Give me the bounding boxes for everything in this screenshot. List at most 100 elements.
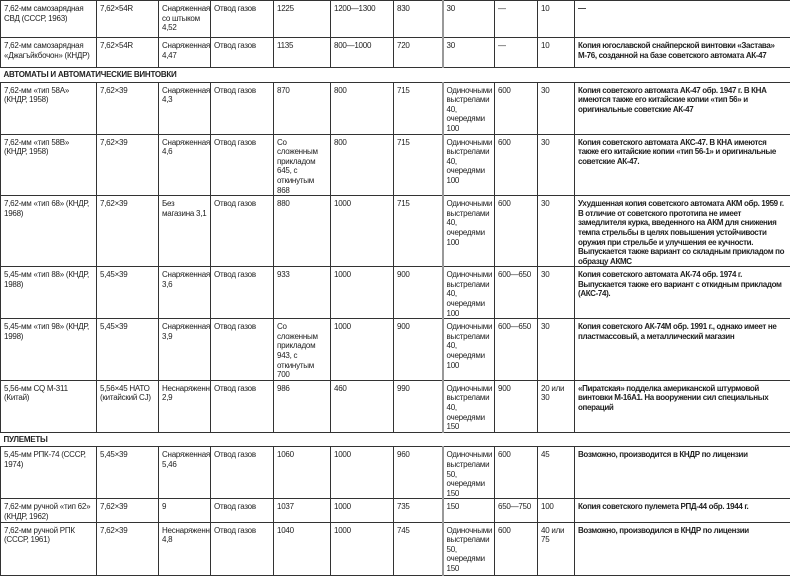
cell-action: Отвод газов (211, 196, 274, 267)
cell-length: 880 (274, 196, 331, 267)
table-row: 5,56-мм CQ M-311 (Китай)5,56×45 НАТО (ки… (1, 380, 790, 432)
cell-weapon-name: 5,56-мм CQ M-311 (Китай) (1, 380, 97, 432)
cell-length: 1135 (274, 38, 331, 68)
cell-action: Отвод газов (211, 82, 274, 134)
cell-range: 1000 (331, 447, 394, 499)
cell-muzzle-velocity: 715 (394, 196, 443, 267)
cell-notes: Копия советского автомата АКС-47. В КНА … (575, 134, 790, 196)
cell-mass: Неснаряженная 2,9 (159, 380, 211, 432)
cell-length: 986 (274, 380, 331, 432)
cell-magazine: 40 или 75 (538, 522, 575, 575)
cell-cartridge: 7,62×39 (97, 134, 159, 196)
cell-action: Отвод газов (211, 499, 274, 522)
cell-action: Отвод газов (211, 380, 274, 432)
cell-length: 1040 (274, 522, 331, 575)
cell-rate-of-fire: Одиночными выстрелами 40, очередями 100 (443, 267, 495, 319)
cell-rate-of-fire: 30 (443, 1, 495, 38)
cell-mass: Снаряженная 5,46 (159, 447, 211, 499)
section-header: ПУЛЕМЕТЫ (1, 432, 790, 447)
cell-magazine: 30 (538, 319, 575, 381)
cell-range: 1000 (331, 499, 394, 522)
cell-weapon-name: 7,62-мм самозарядная «Джагъйкбочон» (КНД… (1, 38, 97, 68)
cell-length: 1060 (274, 447, 331, 499)
cell-range: 800 (331, 82, 394, 134)
cell-mass: Без магазина 3,1 (159, 196, 211, 267)
cell-rate-of-fire: Одиночными выстрелами 40, очередями 100 (443, 134, 495, 196)
cell-cartridge: 7,62×39 (97, 196, 159, 267)
cell-cyclic-rate: 900 (495, 380, 538, 432)
cell-muzzle-velocity: 735 (394, 499, 443, 522)
cell-muzzle-velocity: 745 (394, 522, 443, 575)
cell-notes: Возможно, производится в КНДР по лицензи… (575, 447, 790, 499)
cell-rate-of-fire: Одиночными выстрелами 40, очередями 150 (443, 380, 495, 432)
cell-length: Со сложенным прикладом 645, с откинутым … (274, 134, 331, 196)
cell-weapon-name: 7,62-мм ручной РПК (СССР, 1961) (1, 522, 97, 575)
cell-action: Отвод газов (211, 447, 274, 499)
cell-magazine: 30 (538, 196, 575, 267)
cell-range: 1200—1300 (331, 1, 394, 38)
cell-range: 1000 (331, 196, 394, 267)
table-row: 7,62-мм самозарядная СВД (СССР, 1963)7,6… (1, 1, 790, 38)
cell-range: 1000 (331, 267, 394, 319)
cell-mass: Снаряженная 4,3 (159, 82, 211, 134)
section-header: АВТОМАТЫ И АВТОМАТИЧЕСКИЕ ВИНТОВКИ (1, 68, 790, 83)
cell-magazine: 45 (538, 447, 575, 499)
cell-mass: Снаряженная со штыком 4,52 (159, 1, 211, 38)
cell-muzzle-velocity: 715 (394, 82, 443, 134)
cell-rate-of-fire: Одиночными выстрелами 40, очередями 100 (443, 82, 495, 134)
cell-magazine: 30 (538, 267, 575, 319)
cell-magazine: 30 (538, 82, 575, 134)
cell-muzzle-velocity: 715 (394, 134, 443, 196)
cell-notes: Копия советского пулемета РПД-44 обр. 19… (575, 499, 790, 522)
section-title: ПУЛЕМЕТЫ (1, 432, 790, 447)
cell-range: 1000 (331, 522, 394, 575)
cell-mass: 9 (159, 499, 211, 522)
cell-cartridge: 5,45×39 (97, 319, 159, 381)
cell-cartridge: 5,45×39 (97, 267, 159, 319)
cell-length: 1037 (274, 499, 331, 522)
cell-notes: Ухудшенная копия советского автомата АКМ… (575, 196, 790, 267)
table-row: 7,62-мм самозарядная «Джагъйкбочон» (КНД… (1, 38, 790, 68)
cell-notes: «Пиратская» подделка американской штурмо… (575, 380, 790, 432)
cell-muzzle-velocity: 830 (394, 1, 443, 38)
cell-action: Отвод газов (211, 319, 274, 381)
cell-mass: Снаряженная 4,47 (159, 38, 211, 68)
cell-magazine: 10 (538, 1, 575, 38)
cell-rate-of-fire: Одиночными выстрелами 50, очередями 150 (443, 447, 495, 499)
cell-action: Отвод газов (211, 38, 274, 68)
cell-muzzle-velocity: 900 (394, 267, 443, 319)
cell-cartridge: 7,62×39 (97, 522, 159, 575)
cell-cyclic-rate: 600 (495, 82, 538, 134)
cell-rate-of-fire: Одиночными выстрелами 40, очередями 100 (443, 196, 495, 267)
cell-range: 460 (331, 380, 394, 432)
cell-magazine: 100 (538, 499, 575, 522)
cell-rate-of-fire: Одиночными выстрелами 40, очередями 100 (443, 319, 495, 381)
cell-notes: Копия советского АК-74М обр. 1991 г., од… (575, 319, 790, 381)
cell-mass: Снаряженная 4,6 (159, 134, 211, 196)
cell-cyclic-rate: 600 (495, 522, 538, 575)
cell-range: 1000 (331, 319, 394, 381)
cell-cyclic-rate: 600—650 (495, 319, 538, 381)
cell-cyclic-rate: 600 (495, 196, 538, 267)
section-title: АВТОМАТЫ И АВТОМАТИЧЕСКИЕ ВИНТОВКИ (1, 68, 790, 83)
cell-length: 1225 (274, 1, 331, 38)
cell-cartridge: 7,62×39 (97, 499, 159, 522)
cell-weapon-name: 7,62-мм «тип 58А» (КНДР, 1958) (1, 82, 97, 134)
table-row: 7,62-мм ручной «тип 62» (КНДР, 1962)7,62… (1, 499, 790, 522)
cell-magazine: 10 (538, 38, 575, 68)
cell-cyclic-rate: 600 (495, 447, 538, 499)
cell-cyclic-rate: — (495, 1, 538, 38)
cell-cyclic-rate: 600 (495, 134, 538, 196)
cell-weapon-name: 7,62-мм самозарядная СВД (СССР, 1963) (1, 1, 97, 38)
cell-action: Отвод газов (211, 522, 274, 575)
cell-cartridge: 5,45×39 (97, 447, 159, 499)
cell-notes: Копия советского автомата АК-47 обр. 194… (575, 82, 790, 134)
cell-muzzle-velocity: 900 (394, 319, 443, 381)
cell-cartridge: 7,62×54R (97, 1, 159, 38)
cell-weapon-name: 7,62-мм «тип 58В» (КНДР, 1958) (1, 134, 97, 196)
